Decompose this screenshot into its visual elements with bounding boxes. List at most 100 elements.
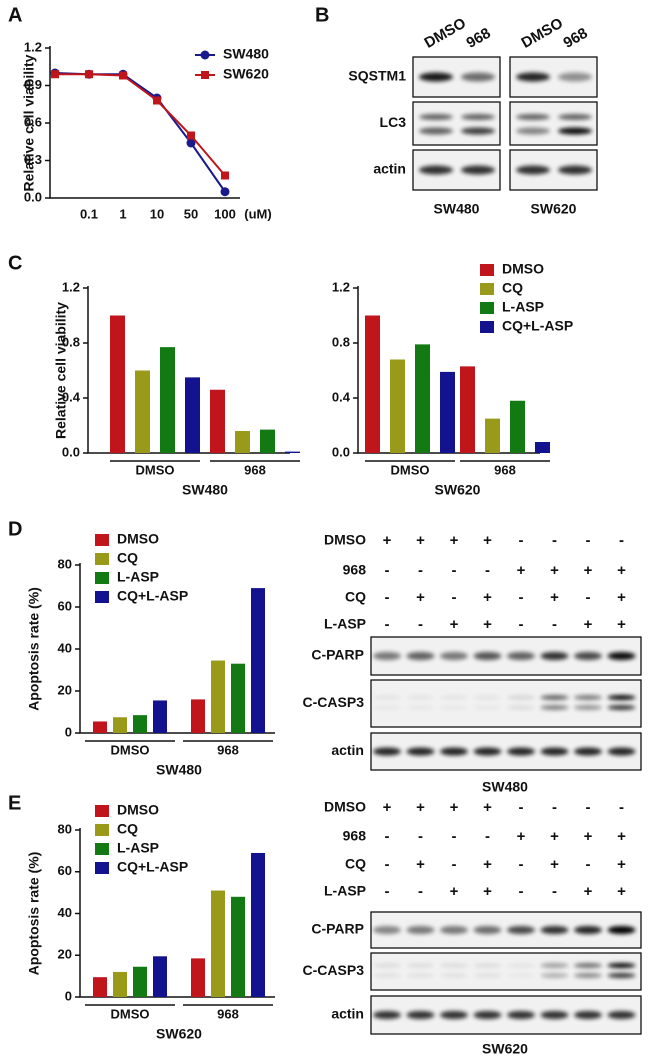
legend-label: L-ASP	[502, 299, 544, 315]
sign: +	[483, 799, 492, 816]
x-tick-label: 968	[494, 462, 516, 477]
sign: -	[586, 589, 591, 606]
band	[540, 705, 569, 710]
band	[540, 1011, 569, 1019]
y-tick-label: 40	[58, 905, 72, 920]
band	[540, 747, 569, 756]
bar	[485, 418, 500, 453]
marker	[187, 131, 195, 140]
sign: +	[383, 532, 392, 549]
band	[607, 926, 636, 934]
band	[607, 705, 636, 710]
sign: -	[586, 799, 591, 816]
sign: -	[552, 616, 557, 633]
y-tick-label: 0	[65, 988, 72, 1003]
band	[558, 165, 592, 175]
y-tick-label: 80	[58, 556, 72, 571]
blot-box	[370, 952, 642, 991]
bar	[251, 588, 265, 733]
x-tick-label: 968	[217, 1006, 239, 1021]
sign: -	[519, 883, 524, 900]
sign: +	[617, 828, 626, 845]
y-tick-label: 1.2	[332, 279, 350, 294]
sign: +	[450, 799, 459, 816]
band	[540, 652, 569, 660]
sign: -	[418, 616, 423, 633]
band	[373, 695, 401, 700]
band	[607, 695, 636, 700]
band	[540, 973, 569, 978]
band	[574, 973, 602, 978]
band	[440, 1011, 468, 1019]
row-label: C-CASP3	[303, 694, 365, 710]
sign: -	[519, 532, 524, 549]
sign: +	[617, 616, 626, 633]
legend-label: CQ	[117, 550, 138, 566]
bar	[93, 721, 107, 733]
sign: -	[385, 562, 390, 579]
band	[516, 127, 550, 135]
sign: +	[483, 616, 492, 633]
band	[373, 963, 401, 968]
sign: -	[586, 856, 591, 873]
y-tick-label: 80	[58, 821, 72, 836]
sign: +	[550, 562, 559, 579]
sign: +	[383, 799, 392, 816]
bar	[113, 971, 127, 997]
sign: +	[483, 532, 492, 549]
sign: -	[385, 828, 390, 845]
band	[419, 114, 453, 120]
sign: -	[385, 616, 390, 633]
band	[406, 926, 435, 934]
sign: +	[416, 856, 425, 873]
x-tick-label: 50	[184, 206, 198, 221]
axis	[49, 46, 240, 199]
bar	[260, 429, 275, 453]
sign: +	[584, 883, 593, 900]
bar	[153, 956, 167, 997]
sign: -	[452, 828, 457, 845]
row-label: C-PARP	[311, 921, 364, 937]
sign: +	[584, 616, 593, 633]
band	[406, 1011, 435, 1019]
band	[406, 705, 435, 710]
bar	[251, 852, 265, 997]
bar	[133, 966, 147, 997]
bar	[365, 315, 380, 453]
band	[507, 973, 535, 978]
legend-label: L-ASP	[117, 569, 159, 585]
band	[473, 973, 502, 978]
y-tick-label: 20	[58, 947, 72, 962]
legend-label: SW620	[223, 66, 269, 82]
condition-label: CQ	[345, 589, 366, 605]
y-axis-label: Apoptosis rate (%)	[26, 852, 42, 976]
band	[540, 963, 569, 968]
blot-box	[509, 101, 598, 146]
y-tick-label: 20	[58, 682, 72, 697]
band	[507, 695, 535, 700]
legend-label: DMSO	[117, 802, 159, 818]
band	[461, 114, 495, 120]
sign: -	[385, 883, 390, 900]
sign: +	[517, 828, 526, 845]
x-tick-label: DMSO	[391, 462, 430, 477]
condition-label: CQ	[345, 856, 366, 872]
condition-label: 968	[343, 562, 367, 578]
marker	[85, 70, 93, 79]
sign: -	[552, 532, 557, 549]
sign: -	[452, 589, 457, 606]
legend-label: CQ	[117, 821, 138, 837]
marker	[51, 70, 59, 79]
sign: -	[452, 856, 457, 873]
bar	[235, 431, 250, 453]
x-tick-label: 0.1	[80, 206, 98, 221]
sign: -	[619, 799, 624, 816]
legend-label: DMSO	[502, 261, 544, 277]
legend-swatch	[480, 302, 494, 314]
y-tick-label: 0.0	[24, 189, 42, 204]
x-axis-label: SW620	[435, 482, 481, 498]
x-tick-label: DMSO	[136, 462, 175, 477]
band	[461, 127, 495, 135]
bar	[191, 699, 205, 733]
band	[558, 114, 592, 120]
